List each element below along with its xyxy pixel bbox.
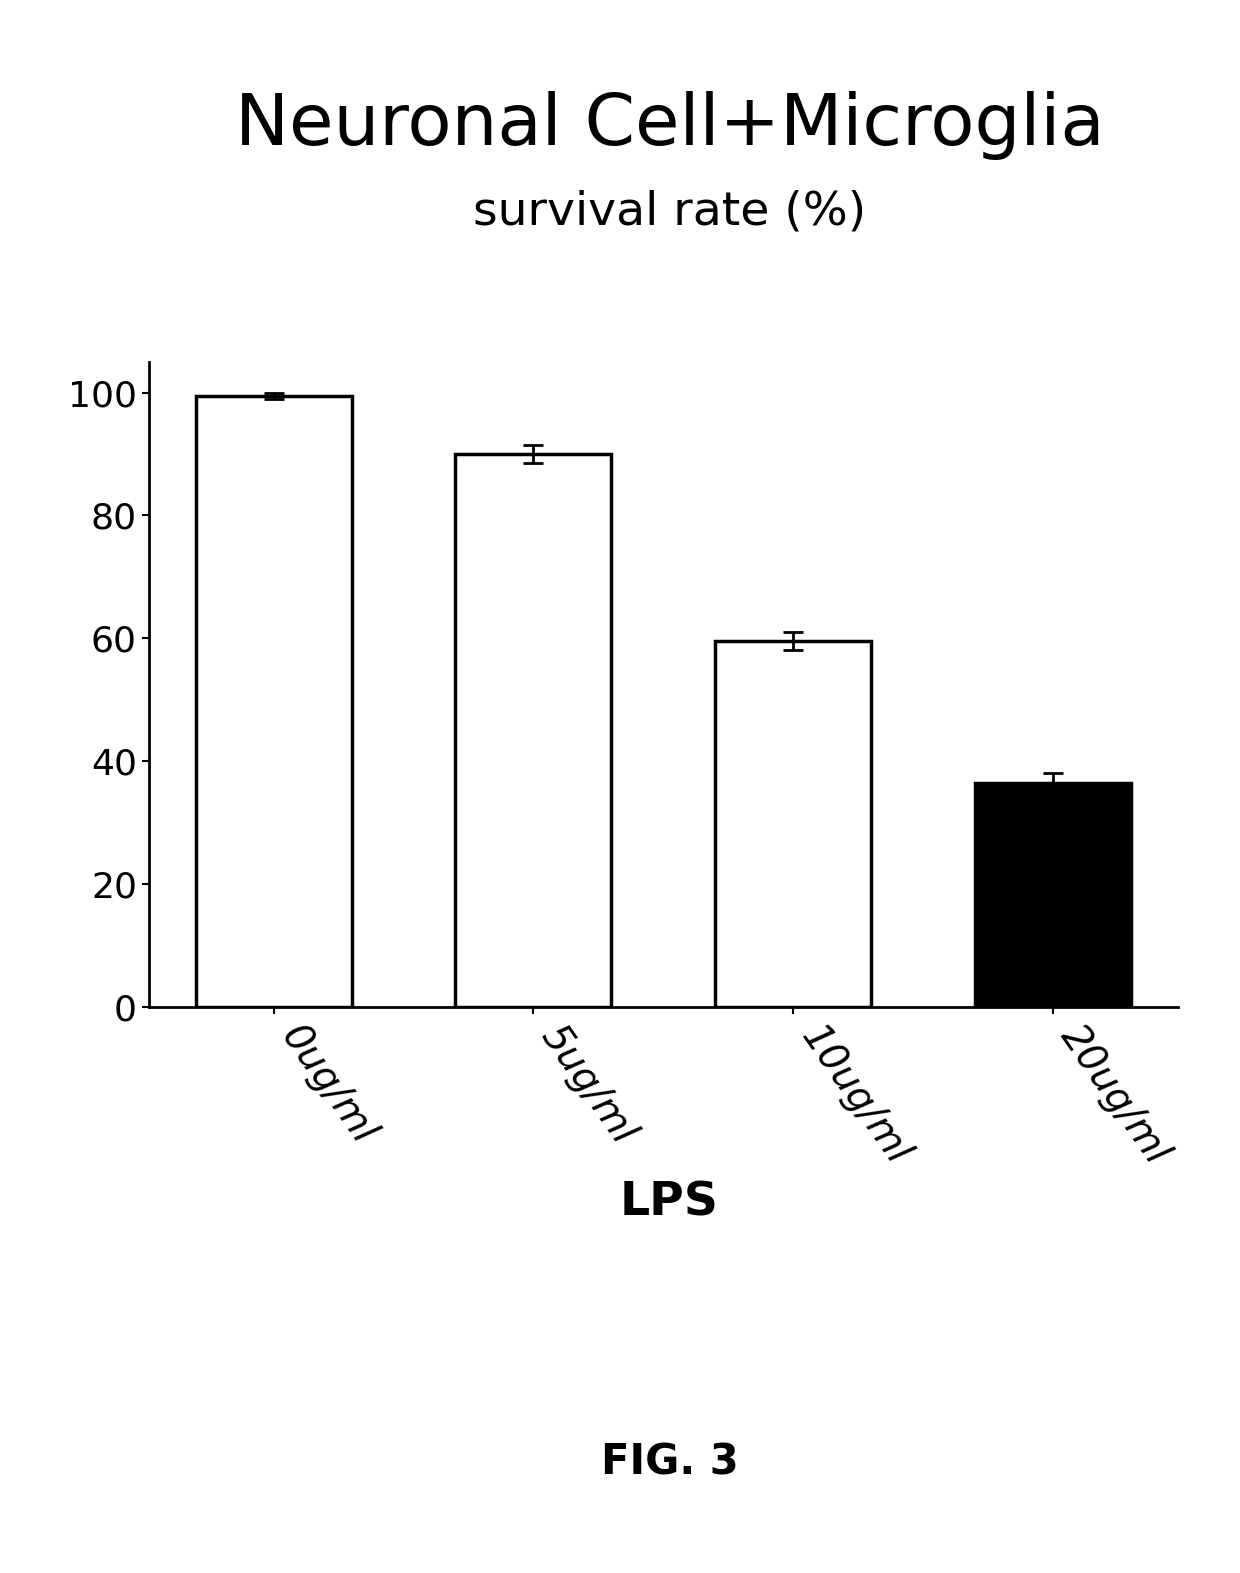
Bar [196, 395, 351, 1007]
Text: FIG. 3: FIG. 3 [600, 1442, 739, 1483]
Text: Neuronal Cell+Microglia: Neuronal Cell+Microglia [234, 91, 1105, 160]
Bar [715, 642, 872, 1007]
Text: survival rate (%): survival rate (%) [472, 190, 867, 234]
Bar [455, 455, 611, 1007]
Text: LPS: LPS [620, 1181, 719, 1225]
Bar [976, 782, 1131, 1007]
